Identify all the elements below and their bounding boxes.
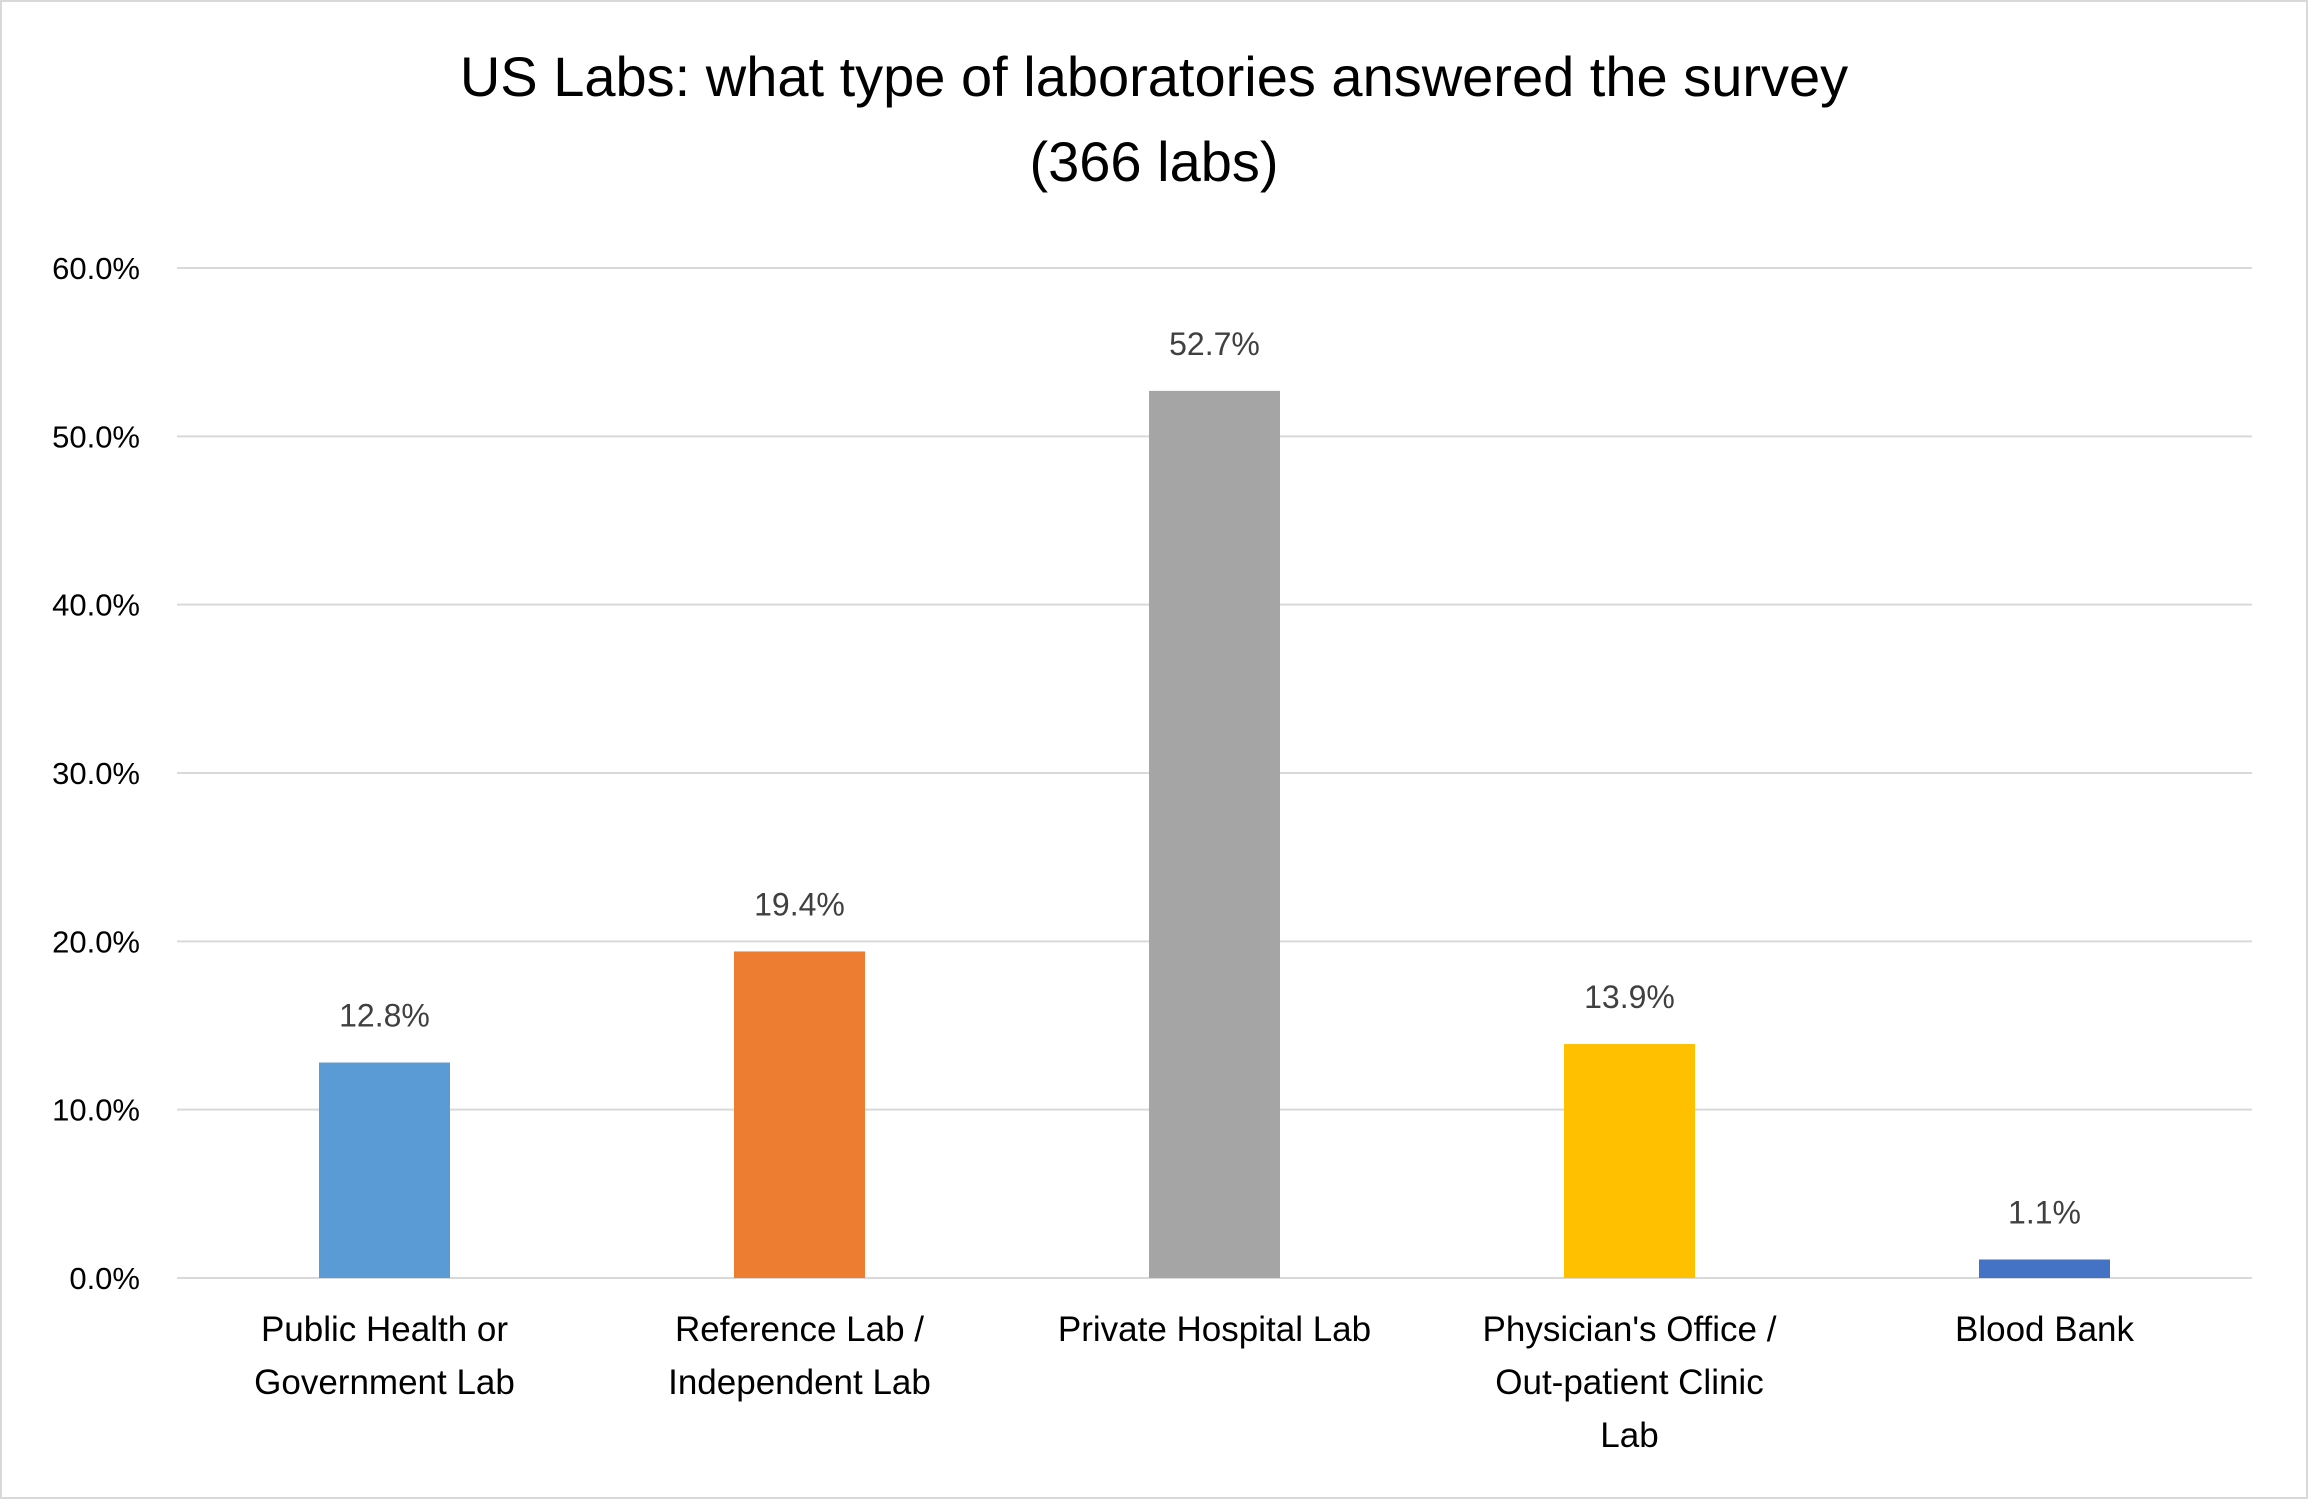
x-tick-label: Reference Lab /	[675, 1310, 924, 1349]
x-tick-label: Lab	[1600, 1416, 1658, 1455]
bar	[1149, 390, 1280, 1279]
x-tick-label: Independent Lab	[668, 1363, 931, 1402]
y-tick-label: 30.0%	[52, 756, 140, 791]
y-tick-label: 60.0%	[52, 251, 140, 286]
x-tick-label: Private Hospital Lab	[1058, 1310, 1371, 1349]
bar	[319, 1062, 450, 1278]
bar	[1564, 1044, 1695, 1278]
x-tick-label: Government Lab	[254, 1363, 515, 1402]
y-tick-label: 50.0%	[52, 419, 140, 454]
data-label: 12.8%	[339, 998, 430, 1034]
y-tick-label: 0.0%	[69, 1261, 140, 1296]
data-label: 1.1%	[2008, 1194, 2081, 1230]
data-label: 19.4%	[754, 886, 845, 922]
x-tick-label: Out-patient Clinic	[1495, 1363, 1763, 1402]
bar	[734, 951, 865, 1278]
y-tick-label: 40.0%	[52, 588, 140, 623]
chart-title-line-1: US Labs: what type of laboratories answe…	[460, 45, 1848, 108]
x-tick-label: Public Health or	[261, 1310, 508, 1349]
x-tick-label: Blood Bank	[1955, 1310, 2135, 1349]
y-tick-label: 10.0%	[52, 1093, 140, 1128]
data-label: 52.7%	[1169, 326, 1260, 362]
chart-title-line-2: (366 labs)	[1029, 130, 1278, 193]
data-label: 13.9%	[1584, 979, 1675, 1015]
x-tick-label: Physician's Office /	[1483, 1310, 1777, 1349]
bar	[1979, 1259, 2110, 1278]
y-tick-label: 20.0%	[52, 924, 140, 959]
